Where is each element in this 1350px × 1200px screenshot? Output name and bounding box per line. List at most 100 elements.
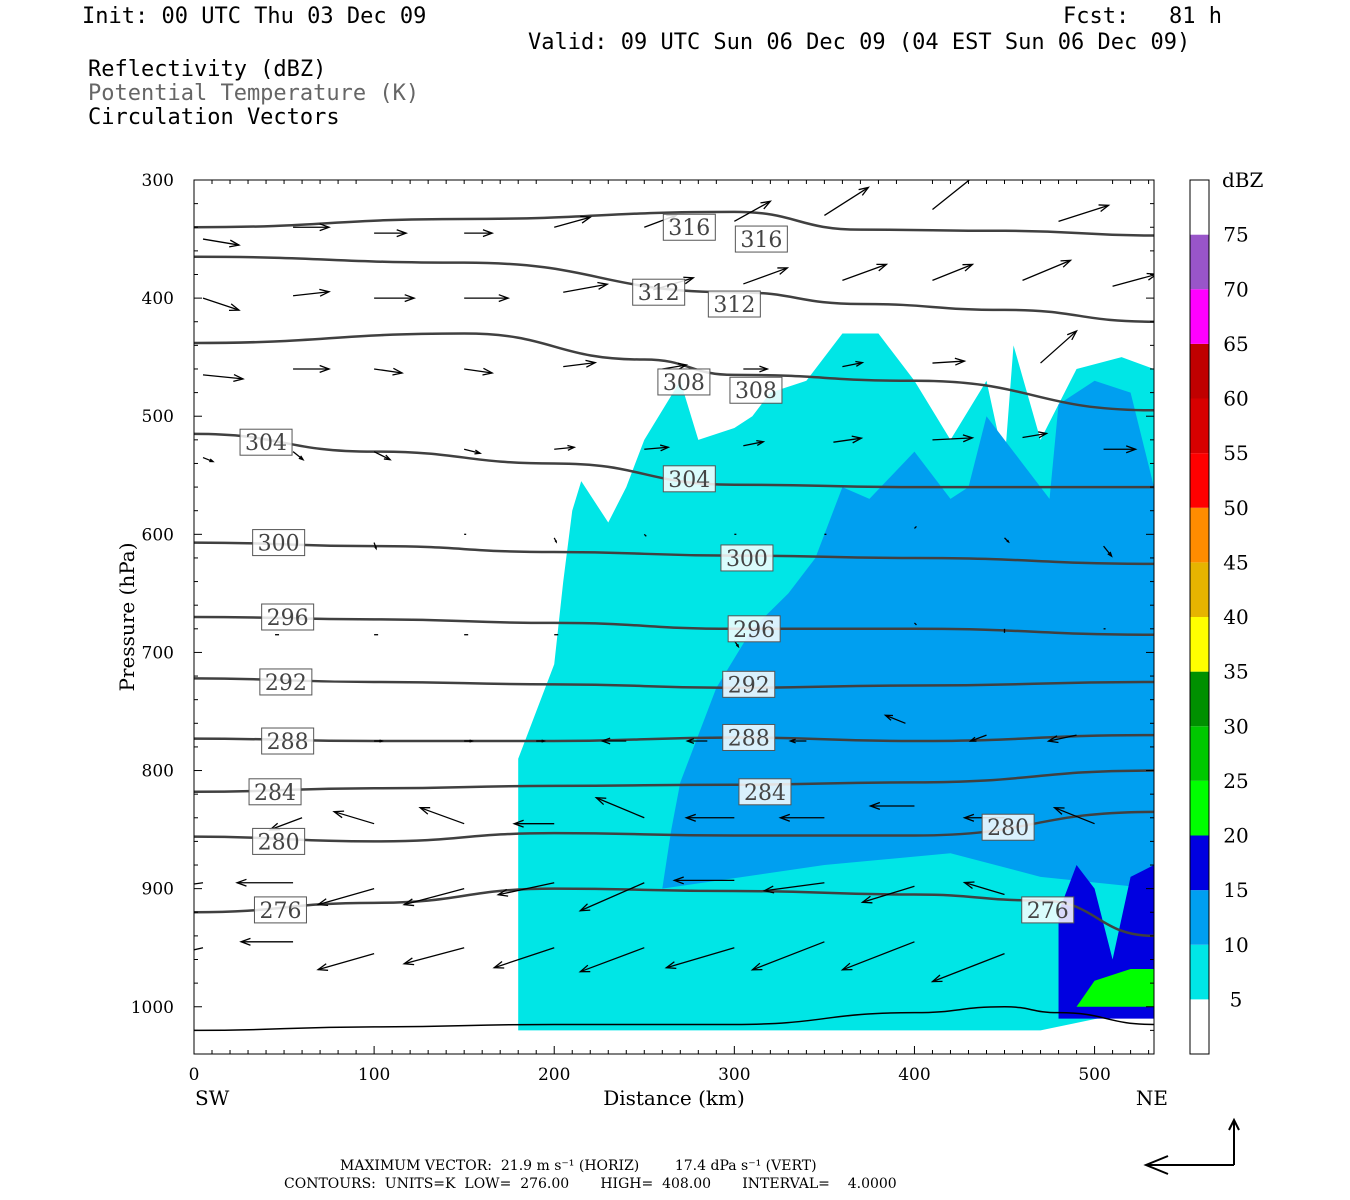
theta-label-box [722, 670, 776, 698]
circulation-vector [496, 882, 555, 897]
reference-vector-icon [1143, 1117, 1240, 1175]
vector-shaft [419, 807, 465, 825]
vector-shaft [1103, 545, 1113, 557]
x-tick-label: 0 [189, 1065, 200, 1085]
circulation-vector [239, 937, 294, 946]
x-right-label: NE [1136, 1086, 1168, 1110]
circulation-vector [374, 367, 404, 376]
vector-head [229, 239, 241, 248]
theta-label: 300 [726, 547, 768, 572]
vector-head [332, 810, 345, 819]
colorbar-tick-label: 50 [1223, 496, 1248, 520]
circulation-vector [594, 797, 645, 819]
circulation-vector [374, 739, 385, 743]
colorbar-tick-label: 25 [1223, 769, 1248, 793]
colorbar-bin [1190, 726, 1209, 781]
colorbar-tick-label: 75 [1223, 223, 1248, 247]
reflectivity-region-20dbz [1076, 968, 1154, 1007]
vector-head [677, 362, 689, 370]
vector-head [855, 360, 865, 367]
circulation-vector [860, 885, 915, 904]
vector-head [672, 876, 684, 885]
circulation-vector [512, 819, 555, 828]
max-vector-note: MAXIMUM VECTOR: 21.9 m s⁻¹ (HORIZ) 17.4 … [340, 1158, 817, 1174]
circulation-vector [643, 533, 647, 537]
vector-head [228, 303, 241, 312]
vector-head [858, 186, 870, 196]
circulation-vector [536, 739, 547, 743]
vector-head [1098, 204, 1111, 212]
colorbar-bin [1190, 835, 1209, 891]
vector-shaft [373, 451, 391, 461]
legend-theta: Potential Temperature (K) [88, 81, 420, 106]
vector-head [1006, 539, 1010, 544]
colorbar-bin [1190, 234, 1209, 290]
circulation-vector [374, 229, 409, 238]
colorbar-tick-label: 30 [1223, 714, 1248, 738]
vector-head [760, 200, 772, 210]
colorbar-tick-label: 60 [1223, 387, 1248, 411]
y-tick-label: 600 [142, 525, 174, 545]
x-tick-label: 100 [358, 1065, 390, 1085]
theta-label: 304 [668, 468, 710, 493]
colorbar-bin [1190, 507, 1209, 563]
x-axis-title: Distance (km) [603, 1086, 745, 1110]
vector-head [396, 229, 409, 238]
reflectivity-region-10dbz [662, 380, 1154, 889]
vector-head [492, 960, 505, 969]
vector-head [600, 737, 611, 745]
vector-shaft [932, 437, 973, 441]
vector-head [379, 739, 385, 743]
circulation-vector [913, 525, 917, 529]
vector-shaft [666, 947, 735, 969]
vector-head [402, 957, 415, 966]
colorbar-bin [1190, 398, 1209, 454]
legend-reflectivity: Reflectivity (dBZ) [88, 57, 327, 82]
theta-label-box [253, 896, 307, 924]
colorbar-title: dBZ [1222, 168, 1264, 192]
legend-vectors: Circulation Vectors [88, 105, 340, 130]
circulation-vector [418, 807, 465, 825]
vector-head [1107, 551, 1113, 558]
vector-head [962, 881, 975, 890]
vector-head [482, 367, 495, 376]
y-tick-label: 300 [142, 171, 174, 191]
vector-shaft [862, 885, 915, 903]
circulation-vector [464, 294, 511, 303]
x-tick-label: 400 [898, 1065, 930, 1085]
colorbar-tick-label: 15 [1223, 878, 1248, 902]
theta-label-box [734, 225, 788, 253]
theta-label-box [248, 778, 302, 806]
colorbar-bin [1190, 453, 1209, 508]
vector-head [659, 444, 671, 452]
circulation-vector [402, 947, 465, 966]
vector-shaft [833, 437, 862, 443]
vector-shaft [885, 714, 906, 724]
valid-time: Valid: 09 UTC Sun 06 Dec 09 (04 EST Sun … [528, 30, 1191, 55]
circulation-vector [316, 952, 375, 971]
vector-shaft [1054, 807, 1095, 825]
circulation-vector [842, 360, 865, 368]
vector-head [474, 449, 483, 455]
vector-head [840, 962, 853, 971]
vector-head [233, 373, 245, 382]
theta-label: 312 [638, 281, 680, 306]
x-tick-label: 500 [1078, 1065, 1110, 1085]
vector-shaft [913, 622, 917, 626]
vector-head [778, 813, 791, 822]
vector-head [319, 223, 331, 232]
vector-head [1060, 259, 1073, 268]
circulation-vector [932, 180, 971, 211]
circulation-vector [644, 444, 671, 452]
x-tick-label: 200 [538, 1065, 570, 1085]
circulation-vector [743, 267, 790, 285]
circulation-vector [293, 364, 331, 374]
circulation-vector [316, 888, 375, 907]
circulation-vector [1058, 204, 1111, 222]
circulation-vector [292, 451, 305, 461]
vector-head [759, 365, 770, 373]
circulation-vector [840, 941, 915, 971]
circulation-vector [1046, 734, 1077, 744]
vector-head [567, 444, 577, 451]
vector-head [239, 937, 251, 946]
